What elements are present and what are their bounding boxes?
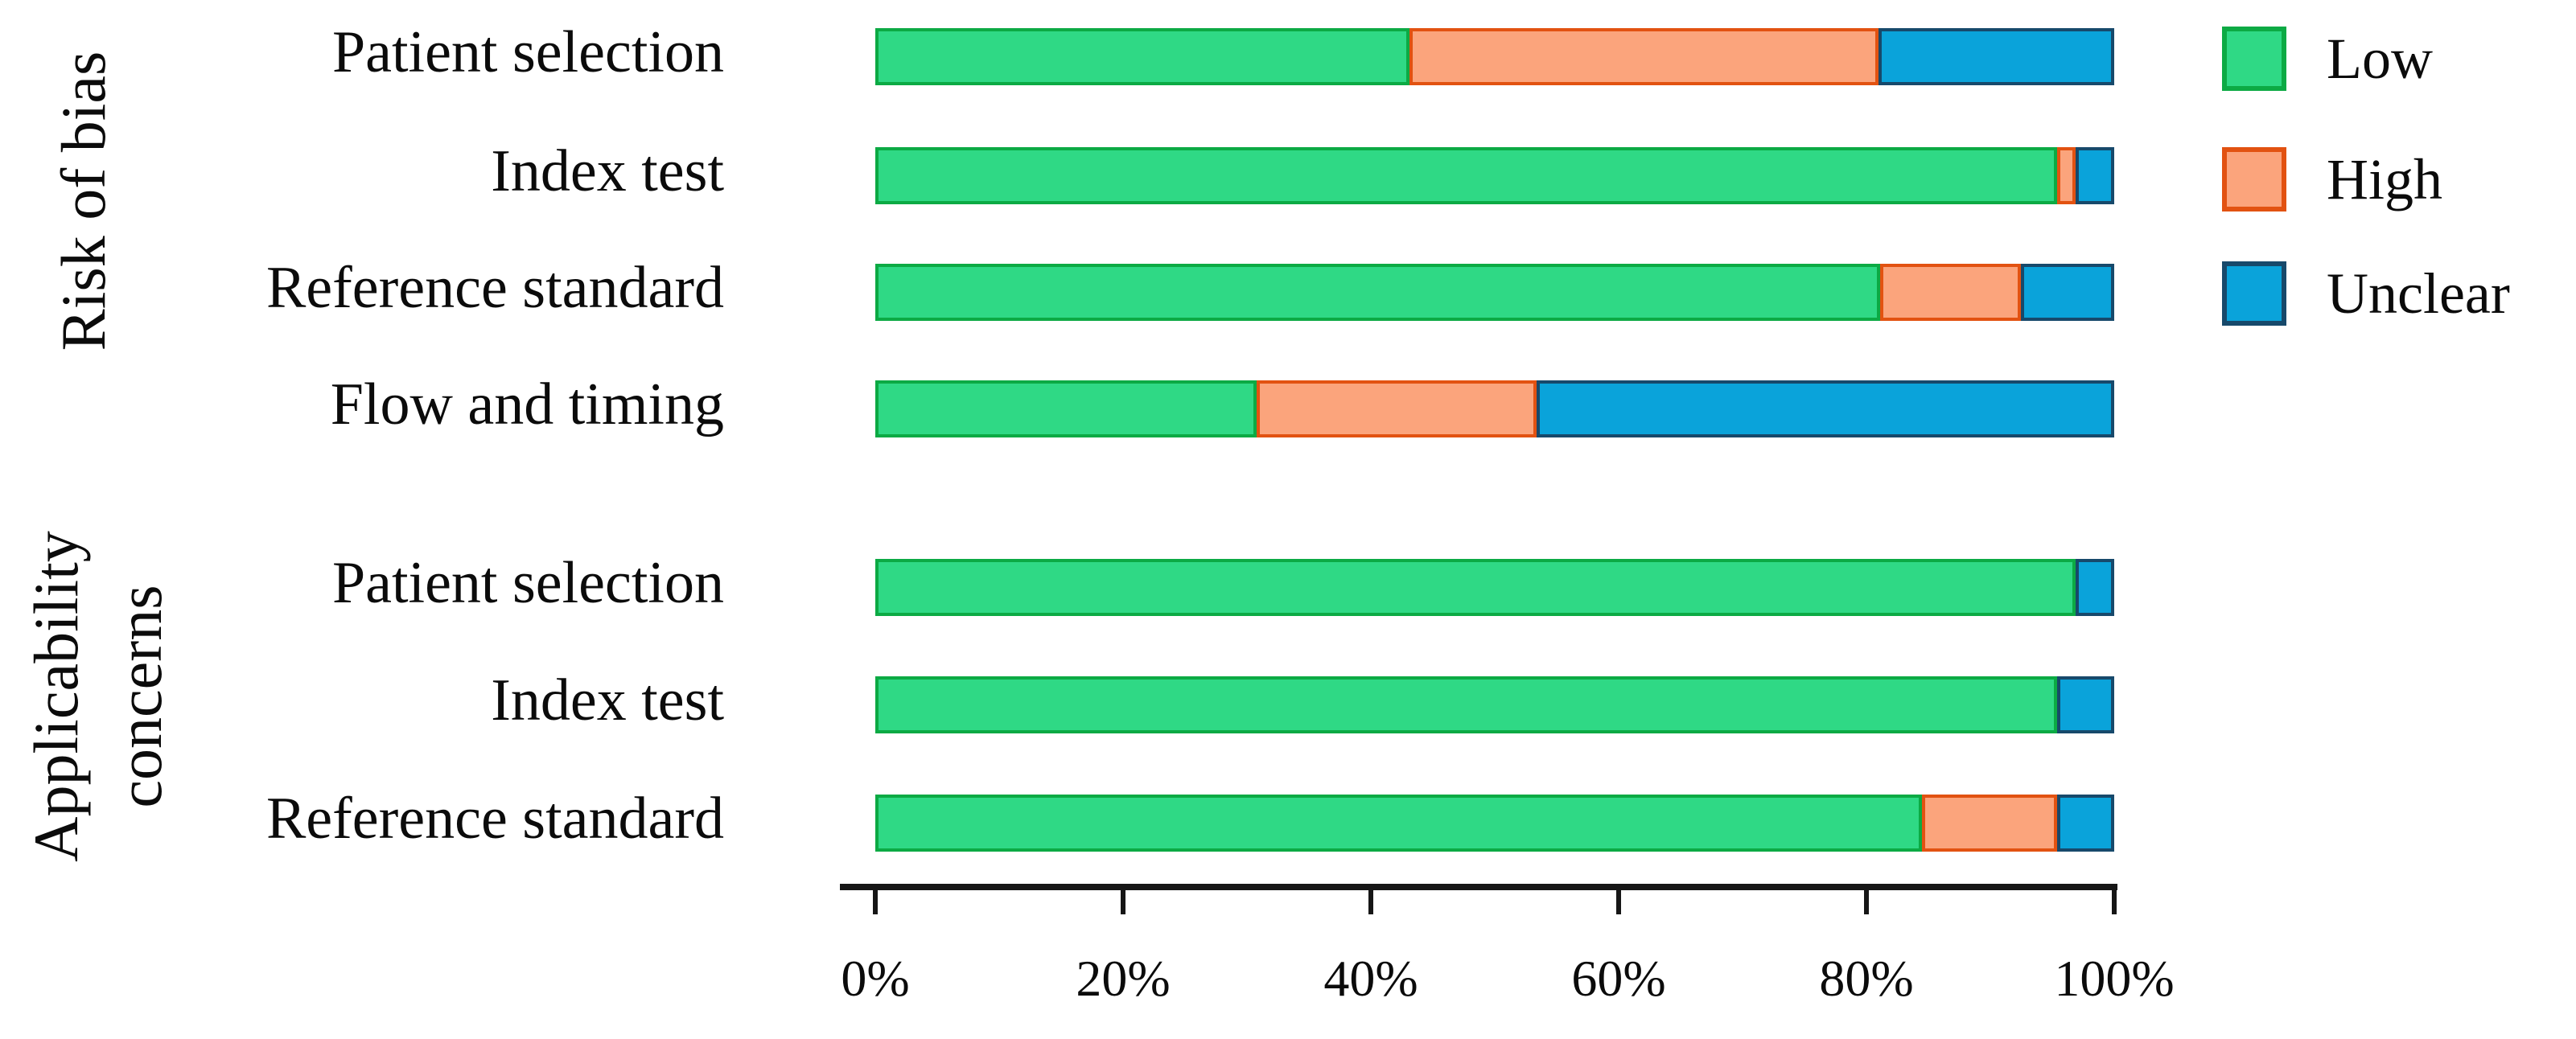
bar-segment-low	[875, 147, 2058, 204]
bar-segment-unclear	[1879, 28, 2114, 85]
row-label-rob-flow-and-timing: Flow and timing	[330, 372, 724, 437]
x-axis-tick-label: 40%	[1323, 950, 1418, 1007]
x-axis-tick-label: 20%	[1076, 950, 1171, 1007]
x-axis-line	[840, 884, 2117, 890]
bar-segment-low	[875, 264, 1880, 321]
row-label-rob-reference-standard: Reference standard	[265, 255, 724, 321]
bar-app-reference-standard	[875, 795, 2114, 852]
x-axis-tick-label: 100%	[2054, 950, 2175, 1007]
x-axis-tick-label: 60%	[1571, 950, 1666, 1007]
bar-segment-low	[875, 795, 1923, 852]
bar-rob-reference-standard	[875, 264, 2114, 321]
legend-label-low: Low	[2327, 26, 2433, 91]
x-axis-tick	[2112, 889, 2117, 914]
bar-segment-low	[875, 676, 2058, 733]
legend-swatch-low	[2222, 27, 2286, 91]
row-label-rob-patient-selection: Patient selection	[331, 19, 724, 85]
group-label-risk-of-bias: Risk of bias	[48, 51, 118, 351]
bar-segment-unclear	[2057, 676, 2114, 733]
bar-segment-high	[1257, 380, 1537, 437]
bar-segment-high	[2057, 147, 2076, 204]
bar-segment-low	[875, 559, 2076, 616]
bar-segment-unclear	[1537, 380, 2114, 437]
row-label-rob-index-test: Index test	[491, 138, 724, 204]
legend-label-unclear: Unclear	[2327, 261, 2510, 326]
row-label-app-reference-standard: Reference standard	[265, 786, 724, 852]
legend-swatch-unclear	[2222, 261, 2286, 326]
bar-rob-index-test	[875, 147, 2114, 204]
bar-app-patient-selection	[875, 559, 2114, 616]
bar-segment-high	[1409, 28, 1879, 85]
x-axis-tick-label: 0%	[841, 950, 910, 1007]
x-axis-tick	[1616, 889, 1621, 914]
x-axis-tick	[1121, 889, 1125, 914]
bar-segment-unclear	[2057, 795, 2114, 852]
x-axis-labels: 0% 20% 40% 60% 80% 100%	[841, 949, 2174, 1029]
bar-rob-flow-and-timing	[875, 380, 2114, 437]
x-axis-tick	[1368, 889, 1373, 914]
bar-segment-low	[875, 380, 1257, 437]
bar-segment-high	[1879, 264, 2022, 321]
bar-segment-unclear	[2021, 264, 2114, 321]
bar-segment-unclear	[2076, 147, 2114, 204]
bar-segment-high	[1922, 795, 2058, 852]
legend-label-high: High	[2327, 146, 2442, 211]
row-label-app-patient-selection: Patient selection	[331, 550, 724, 616]
row-label-app-index-test: Index test	[491, 667, 724, 733]
bar-rob-patient-selection	[875, 28, 2114, 85]
x-axis-tick	[1864, 889, 1869, 914]
x-axis-ticks	[873, 889, 2117, 916]
x-axis-tick	[873, 889, 878, 914]
legend-swatch-high	[2222, 147, 2286, 211]
bar-segment-unclear	[2076, 559, 2114, 616]
bar-app-index-test	[875, 676, 2114, 733]
bar-segment-low	[875, 28, 1409, 85]
x-axis-tick-label: 80%	[1819, 950, 1914, 1007]
